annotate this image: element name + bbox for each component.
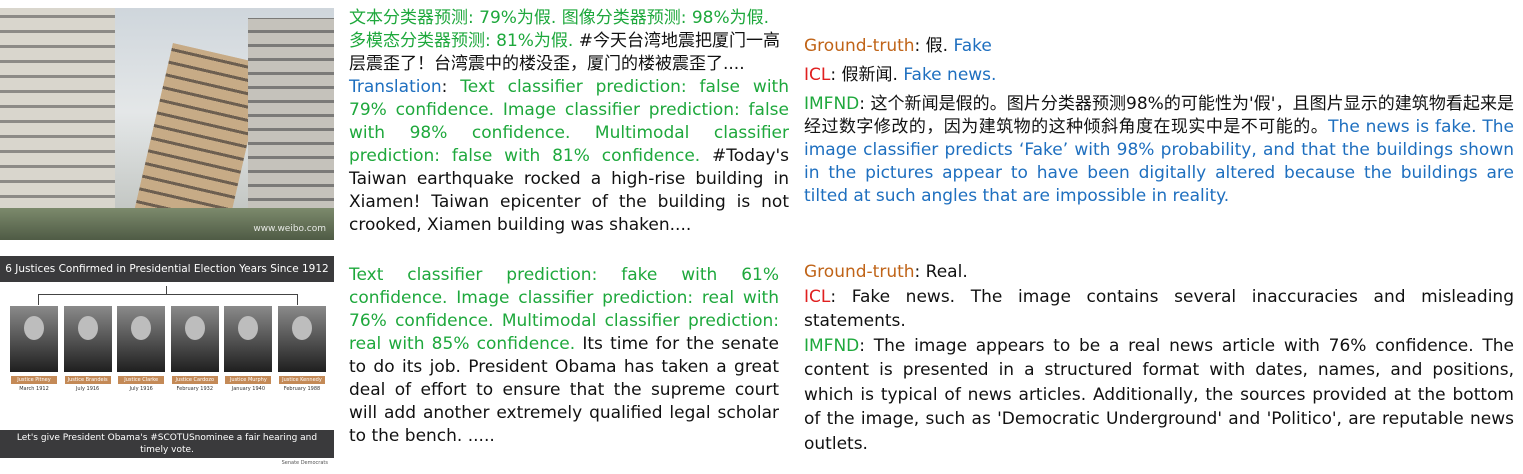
left-building (0, 8, 115, 240)
translation-label: Translation (349, 77, 442, 97)
image-watermark: www.weibo.com (253, 224, 326, 234)
icl-line: ICL: 假新闻. Fake news. (804, 65, 997, 85)
justice-portrait: Justice Cardozo February 1932 (170, 306, 219, 416)
bracket (38, 294, 298, 305)
icl-line: ICL: Fake news. The image contains sever… (804, 286, 1514, 332)
imfnd-line: IMFND: 这个新闻是假的。图片分类器预测98%的可能性为'假'，且图片显示的… (804, 94, 1514, 206)
example2-post-text: Text classifier prediction: fake with 61… (349, 264, 779, 448)
zh-post-paragraph: 文本分类器预测: 79%为假. 图像分类器预测: 98%为假. 多模态分类器预测… (349, 7, 789, 76)
zh-post: #今天台湾地震把厦门一高层震歪了！台湾震中的楼没歪，厦门的楼被震歪了.... (349, 31, 780, 74)
ground-truth-line: Ground-truth: Real. (804, 262, 968, 282)
example1-post-text: 文本分类器预测: 79%为假. 图像分类器预测: 98%为假. 多模态分类器预测… (349, 7, 789, 243)
portrait-row: Justice Pitney March 1912 Justice Brandei… (10, 306, 326, 416)
justice-portrait: Justice Brandeis July 1916 (63, 306, 112, 416)
infographic-banner: 6 Justices Confirmed in Presidential Ele… (0, 256, 334, 282)
example2-results: Ground-truth: Real. ICL: Fake news. The … (804, 260, 1514, 456)
trees-ground (0, 208, 334, 240)
ground-truth-line: Ground-truth: 假. Fake (804, 36, 992, 56)
justices-infographic-image: 6 Justices Confirmed in Presidential Ele… (0, 256, 334, 466)
justice-portrait: Justice Clarke July 1916 (117, 306, 166, 416)
en-prediction: Text classifier prediction: false with 7… (349, 77, 789, 166)
en-post: #Today's Taiwan earthquake rocked a high… (349, 146, 789, 235)
example1-results: Ground-truth: 假. Fake ICL: 假新闻. Fake new… (804, 35, 1514, 214)
justice-portrait: Justice Kennedy February 1988 (277, 306, 326, 416)
infographic-footer: Let's give President Obama's #SCOTUSnomi… (0, 430, 334, 458)
post: Its time for the senate to do its job. P… (349, 334, 779, 446)
zh-prediction: 文本分类器预测: 79%为假. 图像分类器预测: 98%为假. 多模态分类器预测… (349, 8, 770, 51)
imfnd-line: IMFND: The image appears to be a real ne… (804, 335, 1514, 454)
infographic-credit: Senate Democrats (281, 460, 328, 466)
right-building (248, 18, 334, 240)
justice-portrait: Justice Pitney March 1912 (10, 306, 58, 416)
tilted-building-image: www.weibo.com (0, 8, 334, 240)
justice-portrait: Justice Murphy January 1940 (224, 306, 273, 416)
translation-paragraph: Translation: Text classifier prediction:… (349, 77, 789, 235)
prediction: Text classifier prediction: fake with 61… (349, 265, 779, 354)
bracket-stem (166, 286, 167, 294)
